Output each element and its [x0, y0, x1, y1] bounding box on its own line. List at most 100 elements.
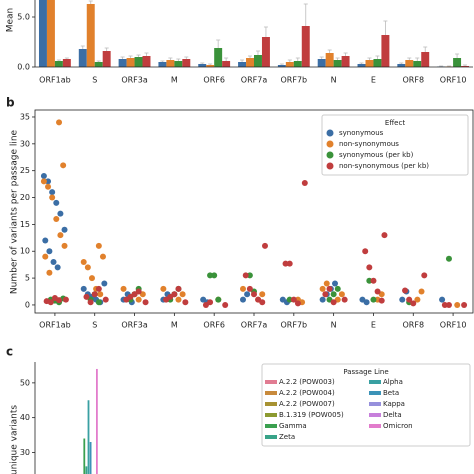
- x-tick-label: ORF3a: [121, 76, 148, 85]
- y-tick-label: 15: [20, 220, 30, 229]
- bar: [142, 56, 151, 67]
- point: [282, 260, 289, 267]
- legend-swatch: [265, 424, 277, 428]
- legend-label: non-synonymous: [339, 140, 399, 148]
- y-tick-label: 5: [25, 274, 30, 283]
- point: [246, 285, 253, 292]
- legend-swatch: [369, 424, 381, 428]
- x-tick-label: ORF10: [440, 321, 467, 330]
- bar: [246, 58, 254, 67]
- bar: [96, 368, 98, 474]
- legend-title: Effect: [385, 119, 405, 127]
- bar: [87, 400, 90, 474]
- x-tick-label: N: [331, 321, 337, 330]
- point: [445, 255, 452, 262]
- bar: [214, 48, 223, 67]
- bar: [333, 60, 342, 67]
- point: [47, 299, 54, 306]
- legend-label: synonymous: [339, 129, 384, 137]
- point: [211, 272, 218, 279]
- point: [120, 285, 127, 292]
- panel-label: b: [6, 96, 15, 110]
- point: [56, 297, 63, 304]
- bar: [461, 66, 470, 67]
- bar: [54, 61, 63, 67]
- legend-swatch: [369, 413, 381, 417]
- point: [54, 264, 61, 271]
- point: [332, 280, 339, 287]
- bar: [325, 53, 334, 67]
- x-tick-label: ORF8: [402, 76, 424, 85]
- point: [207, 272, 214, 279]
- x-tick-label: ORF7b: [281, 76, 308, 85]
- y-tick-label: 50: [20, 378, 30, 387]
- point: [334, 285, 341, 292]
- y-tick-label: 5.0: [17, 13, 30, 22]
- bar: [405, 60, 414, 67]
- point: [49, 194, 56, 201]
- legend-box: [261, 363, 471, 447]
- legend-swatch: [369, 402, 381, 406]
- point: [362, 248, 369, 255]
- y-tick-label: 40: [20, 413, 30, 422]
- point: [42, 237, 49, 244]
- point: [366, 264, 373, 271]
- bar: [222, 61, 231, 67]
- legend-swatch: [326, 162, 334, 170]
- x-tick-label: M: [171, 321, 178, 330]
- x-tick-label: ORF1ab: [39, 76, 71, 85]
- bar: [134, 57, 143, 67]
- point: [56, 119, 63, 126]
- point: [215, 296, 222, 303]
- legend-swatch: [369, 380, 381, 384]
- point: [378, 297, 385, 304]
- point: [454, 301, 461, 308]
- x-tick-label: E: [371, 321, 376, 330]
- legend-label: A.2.2 (POW004): [279, 389, 335, 397]
- point: [414, 296, 421, 303]
- point: [301, 180, 308, 187]
- bar: [182, 59, 191, 67]
- point: [421, 272, 428, 279]
- legend-swatch: [265, 391, 277, 395]
- bar: [285, 62, 294, 67]
- point: [319, 285, 326, 292]
- point: [445, 301, 452, 308]
- point: [439, 296, 446, 303]
- point: [338, 291, 345, 298]
- point: [286, 260, 293, 267]
- point: [57, 232, 64, 239]
- x-tick-label: M: [171, 76, 178, 85]
- plot-area: [38, 0, 470, 67]
- point: [49, 189, 56, 196]
- bar: [341, 56, 350, 67]
- point: [57, 210, 64, 217]
- x-tick-label: ORF6: [203, 321, 225, 330]
- legend-swatch: [369, 391, 381, 395]
- bar: [38, 0, 47, 67]
- point: [62, 296, 69, 303]
- point: [42, 253, 49, 260]
- bar: [365, 60, 374, 67]
- bar: [198, 64, 207, 67]
- legend-label: Gamma: [279, 422, 307, 430]
- point: [319, 296, 326, 303]
- bar: [89, 442, 92, 474]
- point: [91, 291, 98, 298]
- legend-swatch: [265, 413, 277, 417]
- bar: [421, 52, 430, 67]
- legend-swatch: [265, 402, 277, 406]
- legend-box: [321, 114, 469, 176]
- y-axis-label: Number of variants per passage line: [10, 129, 20, 294]
- point: [251, 291, 257, 298]
- point: [406, 296, 413, 303]
- point: [135, 288, 142, 295]
- point: [40, 178, 47, 185]
- point: [286, 296, 293, 303]
- point: [175, 285, 182, 292]
- point: [50, 258, 57, 265]
- point: [95, 285, 102, 292]
- point: [259, 299, 266, 306]
- point: [99, 253, 106, 260]
- point: [40, 173, 47, 180]
